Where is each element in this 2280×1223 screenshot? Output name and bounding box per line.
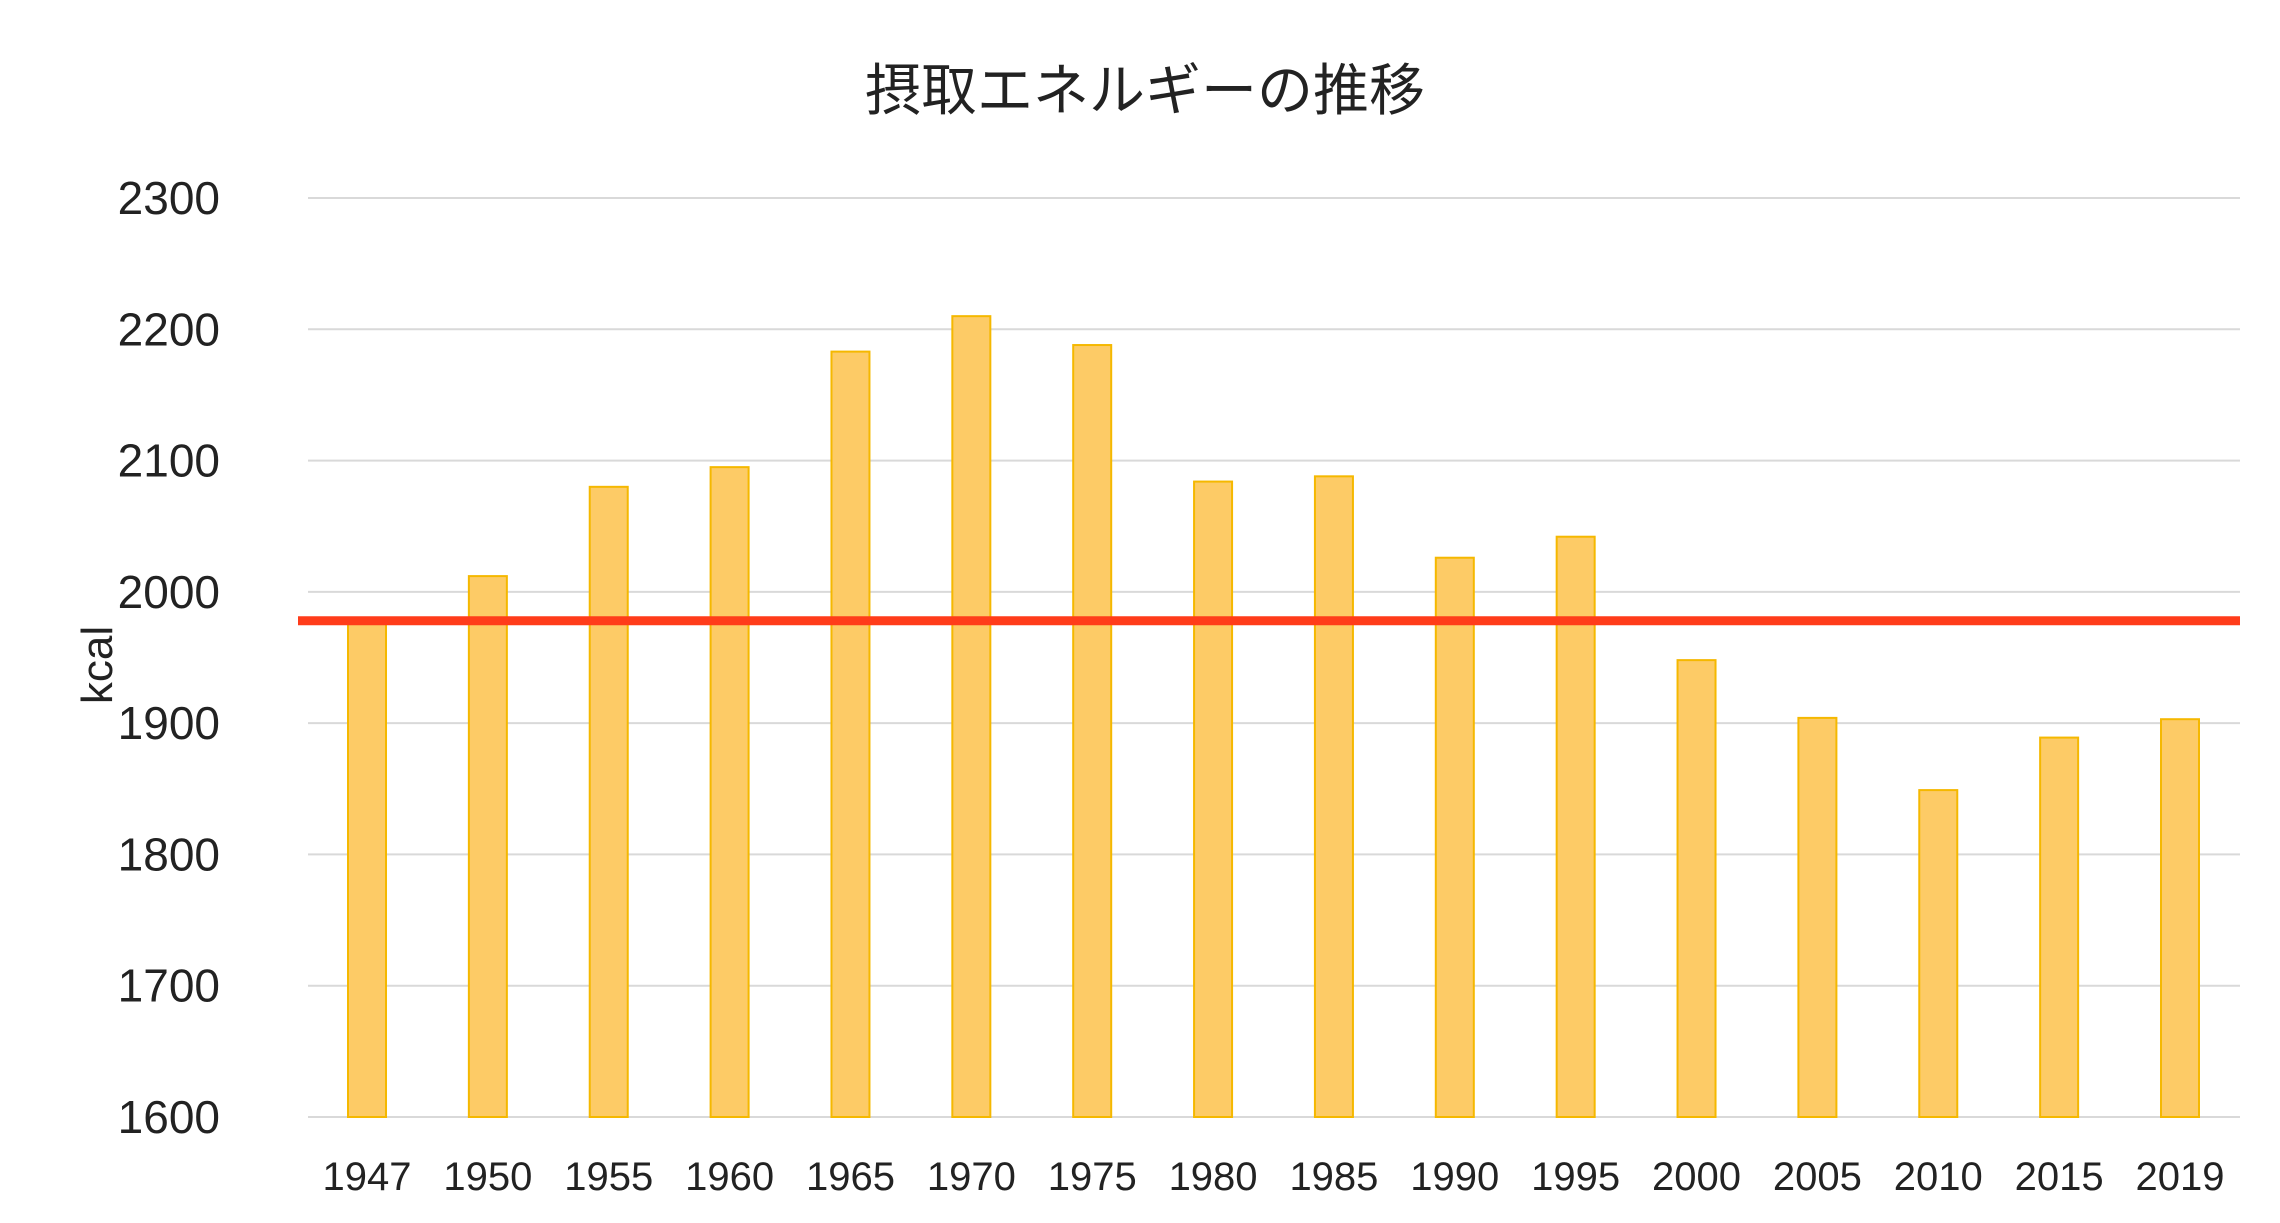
y-tick-label: 2100 [118, 435, 220, 487]
x-tick-label: 2000 [1652, 1155, 1741, 1199]
bar-1975 [1072, 344, 1113, 1119]
bar-1955 [588, 485, 629, 1119]
bar-1950 [467, 575, 508, 1118]
x-tick-label: 2015 [2015, 1155, 2104, 1199]
bar-2015 [2039, 736, 2080, 1118]
y-tick-label: 1600 [118, 1091, 220, 1143]
gridlines [308, 197, 2240, 1118]
x-tick-label: 1990 [1410, 1155, 1499, 1199]
x-tick-label: 1995 [1531, 1155, 1620, 1199]
x-tick-label: 2005 [1773, 1155, 1862, 1199]
bar-2000 [1676, 659, 1717, 1119]
x-tick-label: 1955 [564, 1155, 653, 1199]
y-tick-label: 1800 [118, 828, 220, 880]
x-tick-label: 2010 [1894, 1155, 1983, 1199]
y-axis-label: kcal [73, 626, 122, 704]
bar-1947 [347, 617, 387, 1118]
y-tick-label: 2300 [118, 172, 220, 224]
bars [347, 315, 2200, 1119]
bar-1960 [709, 466, 750, 1118]
y-axis-ticks: 1600 1700 1800 1900 2000 2100 2200 2300 [118, 172, 220, 1143]
bar-1990 [1434, 556, 1475, 1118]
bar-2005 [1797, 716, 1838, 1118]
y-tick-label: 2000 [118, 566, 220, 618]
bar-1995 [1555, 535, 1596, 1118]
x-tick-label: 1970 [927, 1155, 1016, 1199]
bar-1985 [1313, 475, 1354, 1118]
x-axis-ticks: 1947 1950 1955 1960 1965 1970 1975 1980 1985 1990… [323, 1155, 2225, 1199]
y-tick-label: 1900 [118, 697, 220, 749]
bar-2019 [2160, 718, 2200, 1118]
bar-2010 [1918, 789, 1959, 1118]
x-tick-label: 1965 [806, 1155, 895, 1199]
x-tick-label: 1975 [1048, 1155, 1137, 1199]
x-tick-label: 1980 [1169, 1155, 1258, 1199]
bar-1970 [951, 315, 992, 1118]
x-tick-label: 1947 [323, 1155, 412, 1199]
bar-1965 [830, 350, 871, 1118]
bar-1980 [1193, 480, 1234, 1118]
x-tick-label: 2019 [2136, 1155, 2225, 1199]
x-tick-label: 1985 [1289, 1155, 1378, 1199]
y-tick-label: 2200 [118, 303, 220, 355]
chart-title: 摂取エネルギーの推移 [865, 59, 1425, 124]
x-tick-label: 1960 [685, 1155, 774, 1199]
y-tick-label: 1700 [118, 960, 220, 1012]
x-tick-label: 1950 [443, 1155, 532, 1199]
